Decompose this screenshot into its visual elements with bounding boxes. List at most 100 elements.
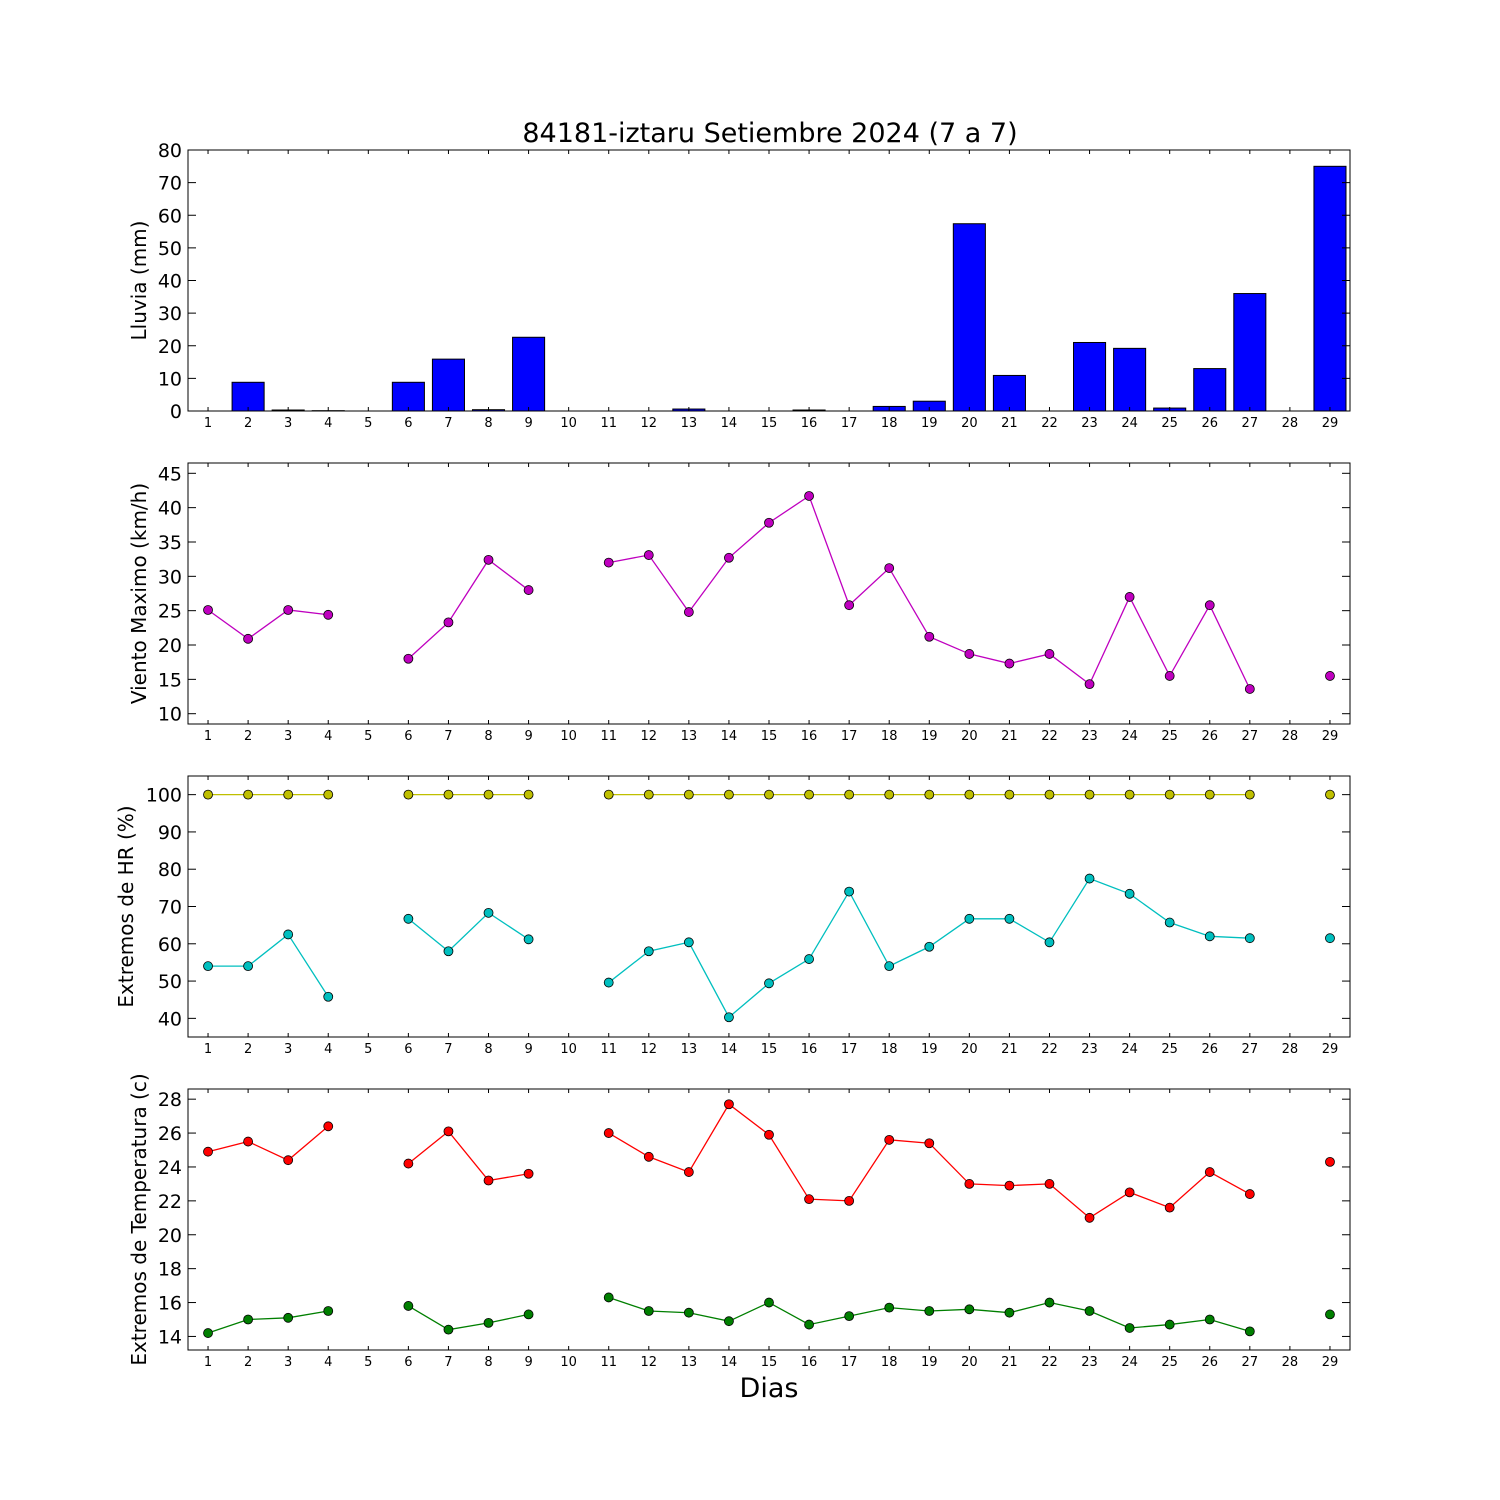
wind-x-tick-label: 14 — [721, 729, 738, 744]
temp-max-point — [443, 1126, 454, 1137]
temp-max-point — [203, 1146, 213, 1157]
hr-max-point — [964, 789, 975, 800]
rain-bar — [1313, 165, 1347, 412]
humidity-y-tick-label: 90 — [158, 822, 182, 844]
wind-point — [243, 633, 254, 644]
humidity-x-tick-label: 20 — [961, 1042, 978, 1057]
temperature-x-tick-label: 3 — [284, 1355, 292, 1370]
hr-max-point — [203, 789, 213, 800]
hr-max-point — [323, 789, 334, 800]
hr-min-point — [1325, 933, 1335, 944]
temperature-x-tick-label: 25 — [1161, 1355, 1178, 1370]
temp-max-point — [1084, 1212, 1095, 1223]
temp-min-line — [207, 1310, 329, 1334]
wind-x-tick-label: 12 — [641, 729, 658, 744]
temp-max-point — [964, 1179, 975, 1189]
hr-min-point — [243, 961, 254, 972]
humidity-x-tick-label: 17 — [841, 1042, 858, 1057]
rain-x-tick-label: 17 — [841, 416, 858, 431]
rain-x-tick-label: 2 — [244, 416, 252, 431]
humidity-x-tick-label: 11 — [600, 1042, 617, 1057]
hr-min-point — [683, 937, 694, 948]
wind-panel: 1 2 3 4 5 6 7 8 9 10 11 12 13 14 15 16 17 18 19 20 21 22 23 24 2… — [127, 462, 1351, 744]
temperature-y-tick-label: 22 — [158, 1191, 182, 1213]
rain-x-tick-label: 7 — [444, 416, 452, 431]
hr-max-point — [683, 789, 694, 800]
hr-min-point — [523, 934, 534, 945]
humidity-y-tick-label: 100 — [146, 785, 182, 807]
rain-y-tick-label: 50 — [158, 238, 182, 260]
wind-x-tick-label: 19 — [921, 729, 938, 744]
wind-point — [1325, 671, 1335, 681]
wind-point — [643, 550, 654, 560]
rain-x-tick-label: 8 — [484, 416, 492, 431]
wind-x-tick-label: 13 — [681, 729, 698, 744]
rain-axes-frame — [187, 149, 1351, 412]
wind-point — [1204, 600, 1215, 611]
wind-x-tick-label: 5 — [364, 729, 372, 744]
temperature-x-tick-label: 10 — [560, 1355, 577, 1370]
temp-max-point — [523, 1168, 534, 1179]
temp-max-point — [924, 1138, 935, 1149]
wind-x-tick-label: 16 — [801, 729, 818, 744]
rain-x-tick-label: 12 — [641, 416, 658, 431]
hr-max-point — [523, 789, 534, 800]
temp-min-point — [403, 1301, 414, 1311]
hr-min-point — [403, 913, 414, 924]
rain-y-tick-label: 40 — [158, 271, 182, 293]
temp-min-point — [203, 1328, 213, 1338]
rain-x-tick-label: 10 — [560, 416, 577, 431]
temp-min-point — [243, 1314, 254, 1325]
hr-max-point — [804, 789, 814, 800]
wind-x-tick-label: 27 — [1242, 729, 1259, 744]
humidity-x-tick-label: 25 — [1161, 1042, 1178, 1057]
temperature-x-tick-label: 19 — [921, 1355, 938, 1370]
rain-y-axis-label: Lluvia (mm) — [127, 221, 151, 341]
rain-bar — [1113, 347, 1147, 412]
hr-min-point — [884, 961, 895, 972]
temp-max-point — [764, 1129, 774, 1140]
rain-x-tick-label: 23 — [1081, 416, 1098, 431]
temperature-x-tick-label: 15 — [761, 1355, 778, 1370]
temp-max-line — [608, 1103, 1251, 1219]
temp-max-point — [283, 1155, 294, 1166]
humidity-x-tick-label: 29 — [1322, 1042, 1339, 1057]
wind-x-tick-label: 28 — [1282, 729, 1299, 744]
temperature-x-tick-label: 18 — [881, 1355, 898, 1370]
hr-max-point — [1004, 789, 1015, 800]
hr-max-point — [243, 789, 254, 800]
temp-min-point — [1244, 1326, 1255, 1337]
humidity-axes-frame — [187, 775, 1351, 1038]
rain-x-tick-label: 14 — [721, 416, 738, 431]
wind-point — [1164, 671, 1175, 681]
hr-max-point — [1164, 789, 1175, 800]
rain-x-tick-label: 26 — [1201, 416, 1218, 431]
humidity-y-tick-label: 70 — [158, 897, 182, 919]
humidity-x-tick-label: 10 — [560, 1042, 577, 1057]
hr-min-point — [203, 961, 213, 972]
humidity-x-tick-label: 14 — [721, 1042, 738, 1057]
hr-max-point — [1325, 789, 1335, 800]
hr-max-point — [403, 789, 414, 800]
wind-x-tick-label: 8 — [484, 729, 492, 744]
temperature-x-tick-label: 27 — [1242, 1355, 1259, 1370]
wind-x-tick-label: 4 — [324, 729, 332, 744]
rain-x-tick-label: 13 — [681, 416, 698, 431]
hr-max-point — [483, 789, 494, 800]
temperature-y-tick-label: 26 — [158, 1123, 182, 1145]
temp-min-point — [283, 1312, 294, 1323]
rain-bar — [512, 336, 546, 412]
temp-min-point — [724, 1316, 734, 1327]
wind-x-tick-label: 22 — [1041, 729, 1058, 744]
humidity-x-tick-label: 15 — [761, 1042, 778, 1057]
temp-max-point — [1164, 1202, 1175, 1213]
rain-y-tick-label: 0 — [170, 401, 182, 423]
wind-point — [764, 517, 774, 528]
rain-bar — [391, 381, 425, 412]
rain-x-tick-label: 1 — [204, 416, 212, 431]
wind-point — [283, 605, 294, 615]
hr-max-point — [1044, 789, 1055, 800]
temp-min-point — [1204, 1314, 1215, 1325]
temperature-x-tick-label: 21 — [1001, 1355, 1018, 1370]
